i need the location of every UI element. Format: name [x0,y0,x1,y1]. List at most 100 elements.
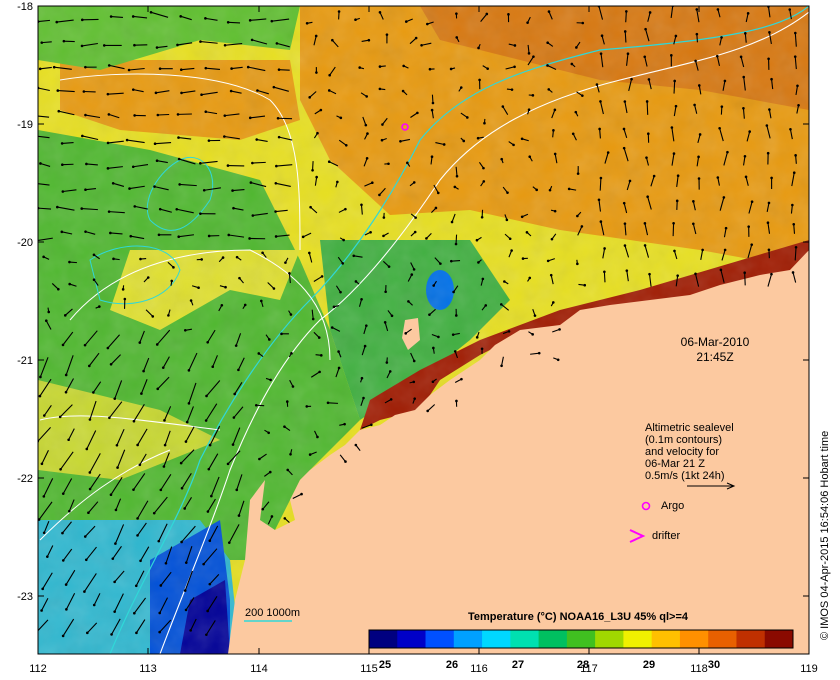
velocity-vector-head [630,77,633,81]
velocity-vector [700,249,704,260]
velocity-vector-head [460,377,463,381]
velocity-vector-head [623,100,627,103]
velocity-vector-head [237,368,240,372]
velocity-vector-head [163,443,167,447]
velocity-vector-head [113,397,117,400]
velocity-vector-head [318,370,321,374]
velocity-vector-head [180,486,184,490]
velocity-vector-head [767,248,771,252]
velocity-vector [160,474,172,491]
velocity-vector [54,66,72,70]
velocity-vector-head [179,15,183,18]
velocity-vector-head [35,239,38,242]
velocity-vector-head [500,157,504,161]
velocity-vector-head [476,136,480,140]
velocity-vector [353,255,363,258]
velocity-vector-head [442,143,446,146]
velocity-vector [205,67,221,71]
velocity-vector-head [384,290,387,294]
velocity-vector [158,523,168,542]
velocity-vector [455,234,458,245]
velocity-vector [185,597,195,611]
velocity-vector-head [106,92,110,96]
velocity-vector [673,250,678,260]
velocity-vector-head [553,152,557,156]
velocity-vector-head [308,251,311,255]
velocity-vector-head [132,488,135,491]
velocity-vector-head [38,67,42,71]
velocity-vector-head [694,59,697,63]
velocity-vector [599,101,604,115]
velocity-vector [205,403,218,421]
velocity-vector-head [92,391,95,394]
velocity-vector-head [674,104,678,108]
velocity-vector-head [385,33,389,36]
velocity-vector-head [625,269,629,272]
velocity-vector-head [157,233,161,237]
velocity-vector-head [719,268,723,272]
velocity-vector-head [232,206,235,210]
velocity-vector-head [223,135,226,138]
velocity-vector [237,357,245,371]
velocity-vector-head [432,346,435,350]
velocity-vector-head [432,284,435,287]
velocity-vector [181,525,196,543]
colorbar-tick-label: 29 [643,659,655,671]
velocity-vector-head [274,235,278,238]
velocity-vector-head [581,21,585,25]
velocity-vector-head [794,154,797,157]
velocity-vector [108,113,120,119]
velocity-vector-head [513,65,516,69]
velocity-vector [46,545,54,557]
velocity-vector-head [301,235,305,239]
velocity-vector-head [697,155,700,159]
velocity-vector-head [109,493,113,497]
velocity-vector [267,516,273,525]
velocity-vector-head [692,200,695,203]
colorbar-title: Temperature (°C) NOAA16_L3U 45% ql>=4 [468,611,689,623]
velocity-vector-head [62,39,66,43]
velocity-vector [314,176,318,186]
velocity-vector-head [60,230,64,234]
velocity-vector [361,345,366,356]
velocity-vector [676,175,679,188]
velocity-vector-head [272,85,276,89]
velocity-vector [719,37,723,46]
velocity-vector [275,209,288,213]
velocity-vector-head [208,443,212,447]
velocity-vector-head [41,587,44,591]
velocity-vector-head [413,397,416,400]
velocity-vector-head [56,89,60,92]
velocity-vector-head [107,210,111,213]
velocity-vector [431,94,434,104]
velocity-vector-head [280,332,283,336]
velocity-vector [156,160,168,164]
velocity-vector-head [133,114,136,117]
velocity-vector-head [532,55,535,58]
velocity-vector [339,454,346,462]
velocity-vector-head [750,200,754,204]
velocity-vector-head [414,216,417,219]
velocity-vector-head [482,180,486,183]
argo-legend-label: Argo [661,500,684,512]
velocity-vector-head [455,36,459,39]
velocity-vector [601,35,605,45]
lon-tick-label: 116 [470,663,488,675]
velocity-vector-head [61,634,65,638]
velocity-vector [43,478,54,497]
velocity-vector-head [378,11,382,14]
velocity-vector-head [354,18,357,22]
ssh-contour-a [59,73,331,361]
velocity-vector-head [770,272,773,276]
velocity-vector-head [748,130,751,133]
velocity-vector [165,546,173,564]
velocity-vector [58,110,75,116]
velocity-vector-head [189,629,192,632]
velocity-vector-head [525,231,529,234]
velocity-vector [433,184,439,194]
velocity-vector-head [164,561,168,565]
velocity-vector [313,275,323,282]
velocity-vector [748,201,753,214]
velocity-vector [719,197,725,211]
velocity-vector [190,618,197,631]
